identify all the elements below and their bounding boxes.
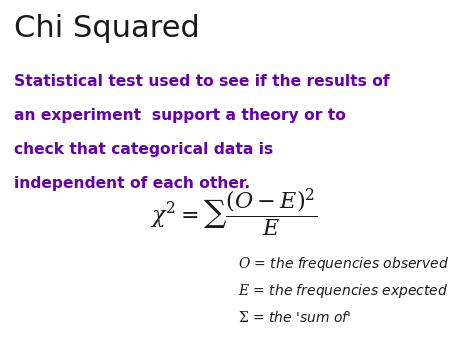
Text: $O$ = the frequencies observed: $O$ = the frequencies observed [238, 255, 450, 273]
Text: $E$ = the frequencies expected: $E$ = the frequencies expected [238, 282, 449, 300]
Text: independent of each other.: independent of each other. [14, 176, 250, 191]
Text: Chi Squared: Chi Squared [14, 14, 199, 43]
Text: Statistical test used to see if the results of: Statistical test used to see if the resu… [14, 74, 389, 89]
Text: check that categorical data is: check that categorical data is [14, 142, 273, 157]
Text: an experiment  support a theory or to: an experiment support a theory or to [14, 108, 346, 123]
Text: $\Sigma$ = the 'sum of': $\Sigma$ = the 'sum of' [238, 310, 351, 325]
Text: $\chi^2 = \sum \dfrac{( O - E )^2}{E}$: $\chi^2 = \sum \dfrac{( O - E )^2}{E}$ [150, 187, 318, 239]
